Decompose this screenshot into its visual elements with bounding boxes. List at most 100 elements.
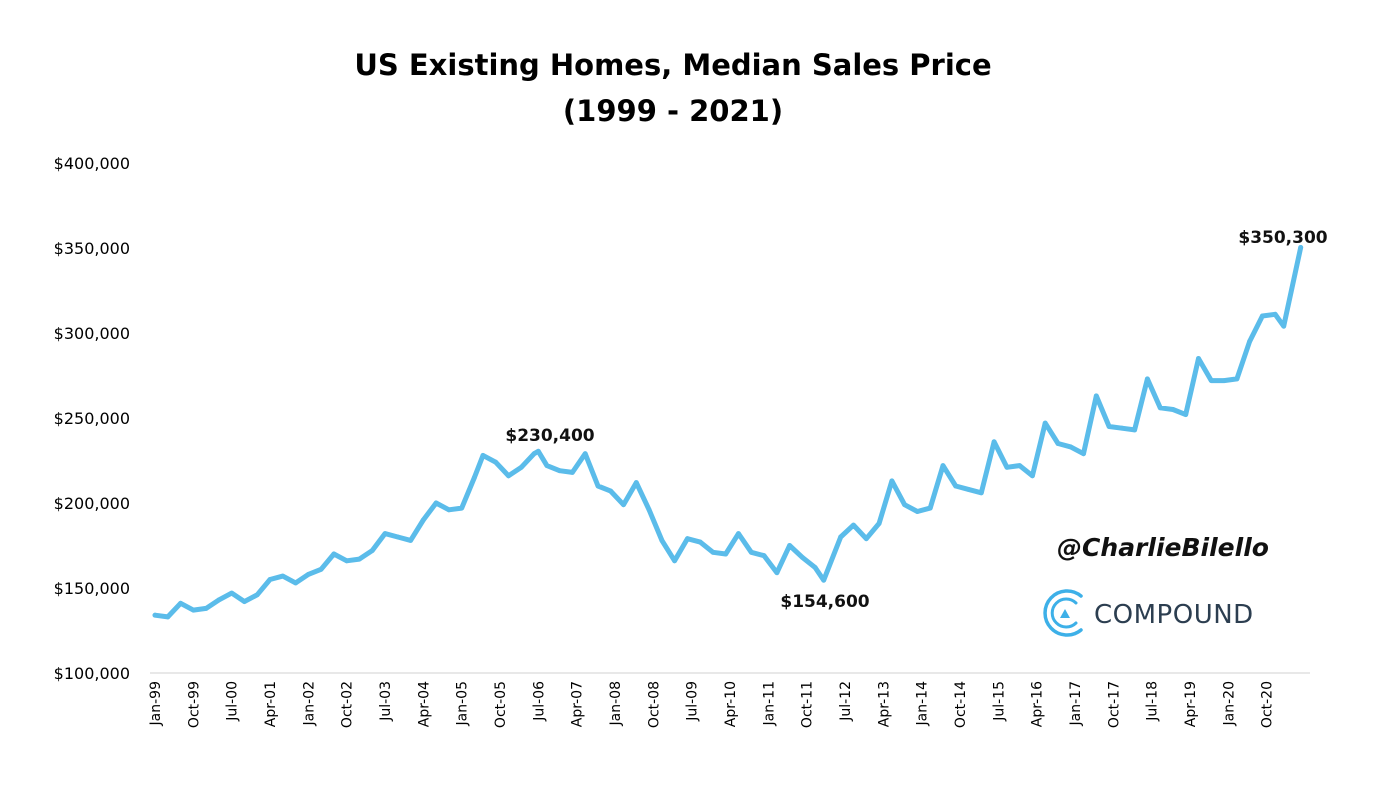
data-point (621, 502, 626, 508)
x-tick-label: Apr-19 (1183, 681, 1199, 727)
compound-brand-text: COMPOUND (1094, 600, 1254, 630)
data-point (787, 543, 792, 548)
data-point (821, 577, 827, 583)
x-tick-label: Jul-06 (531, 681, 547, 722)
data-point (280, 573, 286, 579)
data-point (659, 538, 665, 543)
x-tick-label: Apr-13 (876, 681, 892, 727)
y-tick-label: $150,000 (54, 579, 130, 598)
data-point (889, 478, 895, 484)
data-point (305, 572, 311, 577)
y-axis: $100,000 $150,000 $200,000 $250,000 $300,000… (54, 154, 130, 683)
x-tick-label: Apr-01 (263, 681, 279, 727)
data-points (152, 245, 1304, 620)
data-point (480, 453, 486, 458)
x-tick-label: Jul-18 (1145, 681, 1161, 722)
data-point (433, 500, 439, 506)
data-point (518, 464, 524, 470)
data-point (710, 549, 716, 555)
y-tick-label: $300,000 (54, 324, 130, 343)
x-tick-label: Oct-08 (646, 681, 662, 728)
data-point (697, 539, 703, 545)
data-point (863, 536, 869, 542)
data-point (774, 570, 780, 576)
data-point (876, 521, 882, 526)
data-point (978, 490, 984, 496)
data-point (595, 483, 601, 489)
x-tick-label: Oct-05 (493, 681, 509, 728)
data-point (1055, 441, 1061, 446)
x-tick-label: Oct-14 (953, 681, 969, 728)
x-tick-label: Jul-00 (225, 681, 241, 722)
data-point (357, 556, 362, 562)
data-point (152, 612, 158, 618)
x-tick-label: Apr-04 (416, 681, 432, 727)
data-point (557, 468, 562, 474)
data-point (582, 451, 588, 457)
data-point (1042, 420, 1048, 426)
data-point (672, 558, 677, 564)
data-point (203, 606, 209, 611)
data-point (646, 507, 652, 513)
data-point (915, 509, 920, 514)
data-point (331, 551, 337, 557)
data-point (1221, 378, 1227, 383)
x-axis: Jan-99 Oct-99 Jul-00 Apr-01 Jan-02 Oct-02 Jul-… (148, 681, 1276, 728)
data-point (902, 502, 907, 508)
data-point (1093, 393, 1099, 399)
data-point (736, 531, 741, 536)
data-point (608, 488, 614, 494)
twitter-handle: @CharlieBilello (1057, 533, 1269, 562)
x-tick-label: Jan-99 (148, 681, 164, 726)
data-point (318, 566, 324, 572)
x-tick-label: Jul-12 (838, 681, 854, 722)
data-point (1145, 376, 1150, 382)
data-point (369, 548, 375, 553)
data-point (344, 558, 350, 564)
x-tick-label: Jan-02 (301, 681, 317, 726)
y-tick-label: $200,000 (54, 494, 130, 513)
x-tick-label: Jan-14 (915, 681, 931, 727)
compound-logo-icon (1043, 589, 1083, 637)
x-tick-label: Apr-10 (723, 681, 739, 727)
x-tick-label: Apr-16 (1030, 681, 1046, 727)
data-point (748, 549, 754, 555)
data-point (1247, 339, 1252, 344)
chart-title: US Existing Homes, Median Sales Price (354, 48, 991, 82)
data-point (531, 451, 537, 457)
data-point (940, 463, 946, 468)
data-point (927, 505, 933, 511)
x-tick-label: Jul-09 (685, 681, 701, 722)
data-point (1068, 444, 1074, 450)
data-point (535, 448, 541, 454)
data-point (165, 614, 171, 620)
data-point (544, 463, 550, 468)
data-point (395, 534, 401, 540)
y-tick-label: $400,000 (54, 154, 130, 173)
data-point (1196, 356, 1201, 361)
data-point (1170, 407, 1176, 412)
data-point (723, 551, 729, 557)
x-tick-label: Oct-20 (1260, 681, 1276, 728)
data-point (991, 439, 997, 445)
data-point (1183, 412, 1189, 417)
x-tick-label: Jan-05 (455, 681, 471, 726)
x-tick-label: Jan-08 (608, 681, 624, 726)
x-tick-label: Jan-17 (1068, 681, 1084, 726)
data-point (382, 531, 388, 536)
data-point (472, 475, 477, 480)
data-point (267, 577, 273, 582)
data-point (178, 600, 184, 606)
x-tick-label: Apr-07 (570, 681, 586, 727)
data-point (838, 534, 844, 540)
x-tick-label: Oct-11 (800, 681, 816, 728)
data-point (1119, 425, 1125, 431)
data-point (633, 480, 639, 485)
data-point (812, 565, 818, 570)
annotation-latest-2021: $350,300 (1238, 228, 1327, 248)
x-tick-label: Jul-15 (991, 681, 1007, 722)
data-point (800, 555, 805, 560)
data-point (420, 517, 426, 523)
data-point (1004, 464, 1010, 470)
